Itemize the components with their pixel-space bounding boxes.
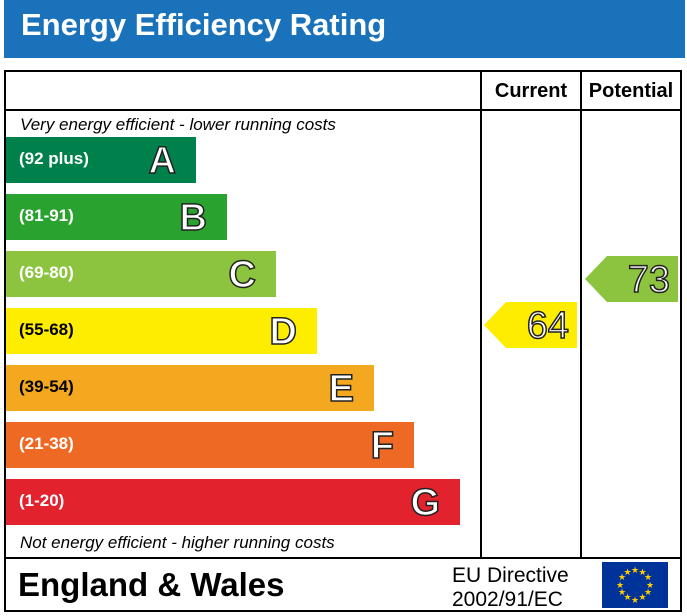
star-icon: ★ (643, 572, 653, 582)
band-range-label: (39-54) (19, 377, 74, 396)
star-icon: ★ (643, 587, 653, 597)
potential-column-divider (580, 70, 582, 559)
band-letter: F (370, 424, 395, 468)
band-range-label: (1-20) (19, 491, 65, 510)
potential-column-header: Potential (588, 80, 674, 102)
page-title: Energy Efficiency Rating (21, 7, 387, 42)
star-icon: ★ (630, 564, 640, 575)
band-letter: C (228, 253, 257, 297)
star-icon: ★ (623, 566, 632, 577)
band-b: (81-91) B (6, 194, 227, 240)
current-rating-value: 64 (526, 304, 570, 348)
band-range-label: (55-68) (19, 320, 74, 339)
footer-divider (4, 557, 682, 559)
star-icon: ★ (623, 592, 632, 603)
directive-line-1: EU Directive (452, 564, 569, 587)
band-letter: A (148, 139, 177, 183)
current-rating-arrow: 64 (484, 302, 577, 348)
rating-table (4, 70, 682, 612)
band-range-label: (69-80) (19, 263, 74, 282)
band-letter: B (179, 196, 208, 240)
band-f: (21-38) F (6, 422, 414, 468)
star-icon: ★ (645, 579, 655, 590)
band-letter: G (410, 481, 441, 525)
star-icon: ★ (638, 566, 647, 577)
band-range-label: (92 plus) (19, 149, 89, 168)
star-icon: ★ (617, 572, 627, 582)
directive-line-2: 2002/91/EC (452, 588, 563, 611)
potential-rating-value: 73 (627, 258, 671, 302)
band-range-label: (21-38) (19, 434, 74, 453)
header-divider (4, 109, 682, 111)
current-column-divider (480, 70, 482, 559)
top-caption: Very energy efficient - lower running co… (20, 115, 336, 134)
potential-rating-arrow: 73 (585, 256, 678, 302)
band-c: (69-80) C (6, 251, 276, 297)
star-icon: ★ (638, 592, 647, 603)
band-g: (1-20) G (6, 479, 460, 525)
star-icon: ★ (617, 587, 627, 597)
region-label: England & Wales (18, 566, 285, 603)
band-d: (55-68) D (6, 308, 317, 354)
band-e: (39-54) E (6, 365, 374, 411)
title-bar: Energy Efficiency Rating (4, 0, 685, 58)
star-icon: ★ (630, 594, 640, 605)
current-column-header: Current (494, 80, 568, 102)
band-letter: E (328, 367, 355, 411)
star-icon: ★ (615, 579, 625, 590)
band-letter: D (269, 310, 298, 354)
band-range-label: (81-91) (19, 206, 74, 225)
band-a: (92 plus) A (6, 137, 196, 183)
bottom-caption: Not energy efficient - higher running co… (20, 533, 335, 552)
eu-flag-icon: ★ ★ ★ ★ ★ ★ ★ ★ ★ ★ ★ ★ (602, 562, 668, 608)
